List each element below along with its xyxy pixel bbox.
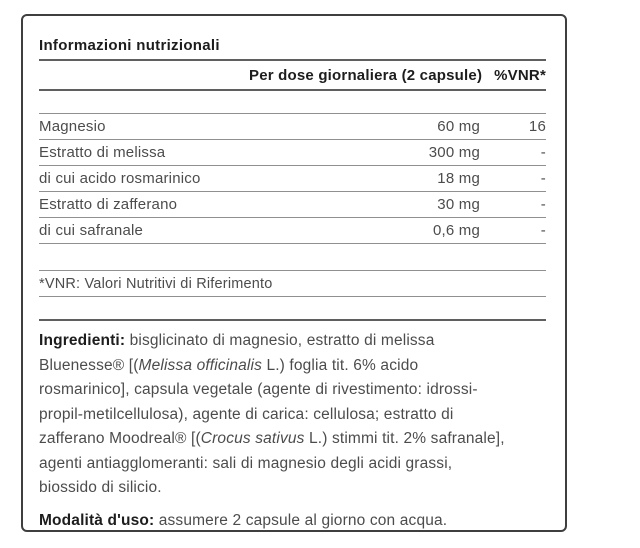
text-segment: L.) foglia tit. 6% acido rosmarinico], c…: [39, 356, 478, 448]
table-row: di cui safranale 0,6 mg -: [39, 218, 546, 244]
nutrient-vnr-percent: -: [540, 144, 546, 161]
nutrient-amount: 30 mg: [437, 196, 480, 213]
vnr-footnote: *VNR: Valori Nutritivi di Riferimento: [39, 270, 546, 297]
text-segment: bisglicinato di magnesio, estratto di me…: [39, 332, 435, 374]
nutrient-amount: 300 mg: [428, 144, 480, 161]
table-row: Magnesio 60 mg 16: [39, 114, 546, 140]
text-segment: L.) stimmi tit. 2% safranale], agenti an…: [39, 430, 505, 496]
text-segment: Modalità d'uso:: [39, 511, 155, 529]
nutrition-facts-panel: Informazioni nutrizionali Per dose giorn…: [21, 14, 567, 532]
ingredients-paragraph: Ingredienti: bisglicinato di magnesio, e…: [39, 329, 546, 501]
nutrient-label: di cui safranale: [39, 222, 144, 239]
table-row: di cui acido rosmarinico 18 mg -: [39, 166, 546, 192]
table-column-header: Per dose giornaliera (2 capsule) %VNR*: [39, 61, 546, 91]
footnote-ingredients-divider: [39, 297, 546, 321]
nutrient-vnr-percent: 16: [528, 118, 546, 135]
table-footnote-spacer: [39, 244, 546, 270]
usage-instructions-paragraph: Modalità d'uso: assumere 2 capsule al gi…: [39, 509, 546, 531]
nutrient-amount: 18 mg: [437, 170, 480, 187]
text-segment: assumere 2 capsule al giorno con acqua.: [154, 511, 448, 529]
column-header-dose: Per dose giornaliera (2 capsule): [248, 66, 483, 84]
nutrient-label: Estratto di melissa: [39, 144, 166, 161]
text-segment: Melissa officinalis: [138, 356, 262, 374]
text-segment: Ingredienti:: [39, 332, 126, 349]
table-row: Estratto di melissa 300 mg -: [39, 140, 546, 166]
nutrient-amount: 60 mg: [437, 118, 480, 135]
nutrient-label: Magnesio: [39, 118, 106, 135]
nutrient-amount: 0,6 mg: [432, 222, 480, 239]
column-header-vnr: %VNR*: [494, 66, 546, 84]
nutrient-vnr-percent: -: [540, 196, 546, 213]
nutrient-vnr-percent: -: [540, 222, 546, 239]
panel-title: Informazioni nutrizionali: [39, 37, 546, 61]
nutrient-vnr-percent: -: [540, 170, 546, 187]
header-spacer: [39, 91, 546, 113]
nutrient-label: Estratto di zafferano: [39, 196, 178, 213]
nutrient-label: di cui acido rosmarinico: [39, 170, 201, 187]
nutrient-table: Magnesio 60 mg 16 Estratto di melissa 30…: [39, 113, 546, 244]
text-segment: Crocus sativus: [200, 430, 305, 447]
table-row: Estratto di zafferano 30 mg -: [39, 192, 546, 218]
